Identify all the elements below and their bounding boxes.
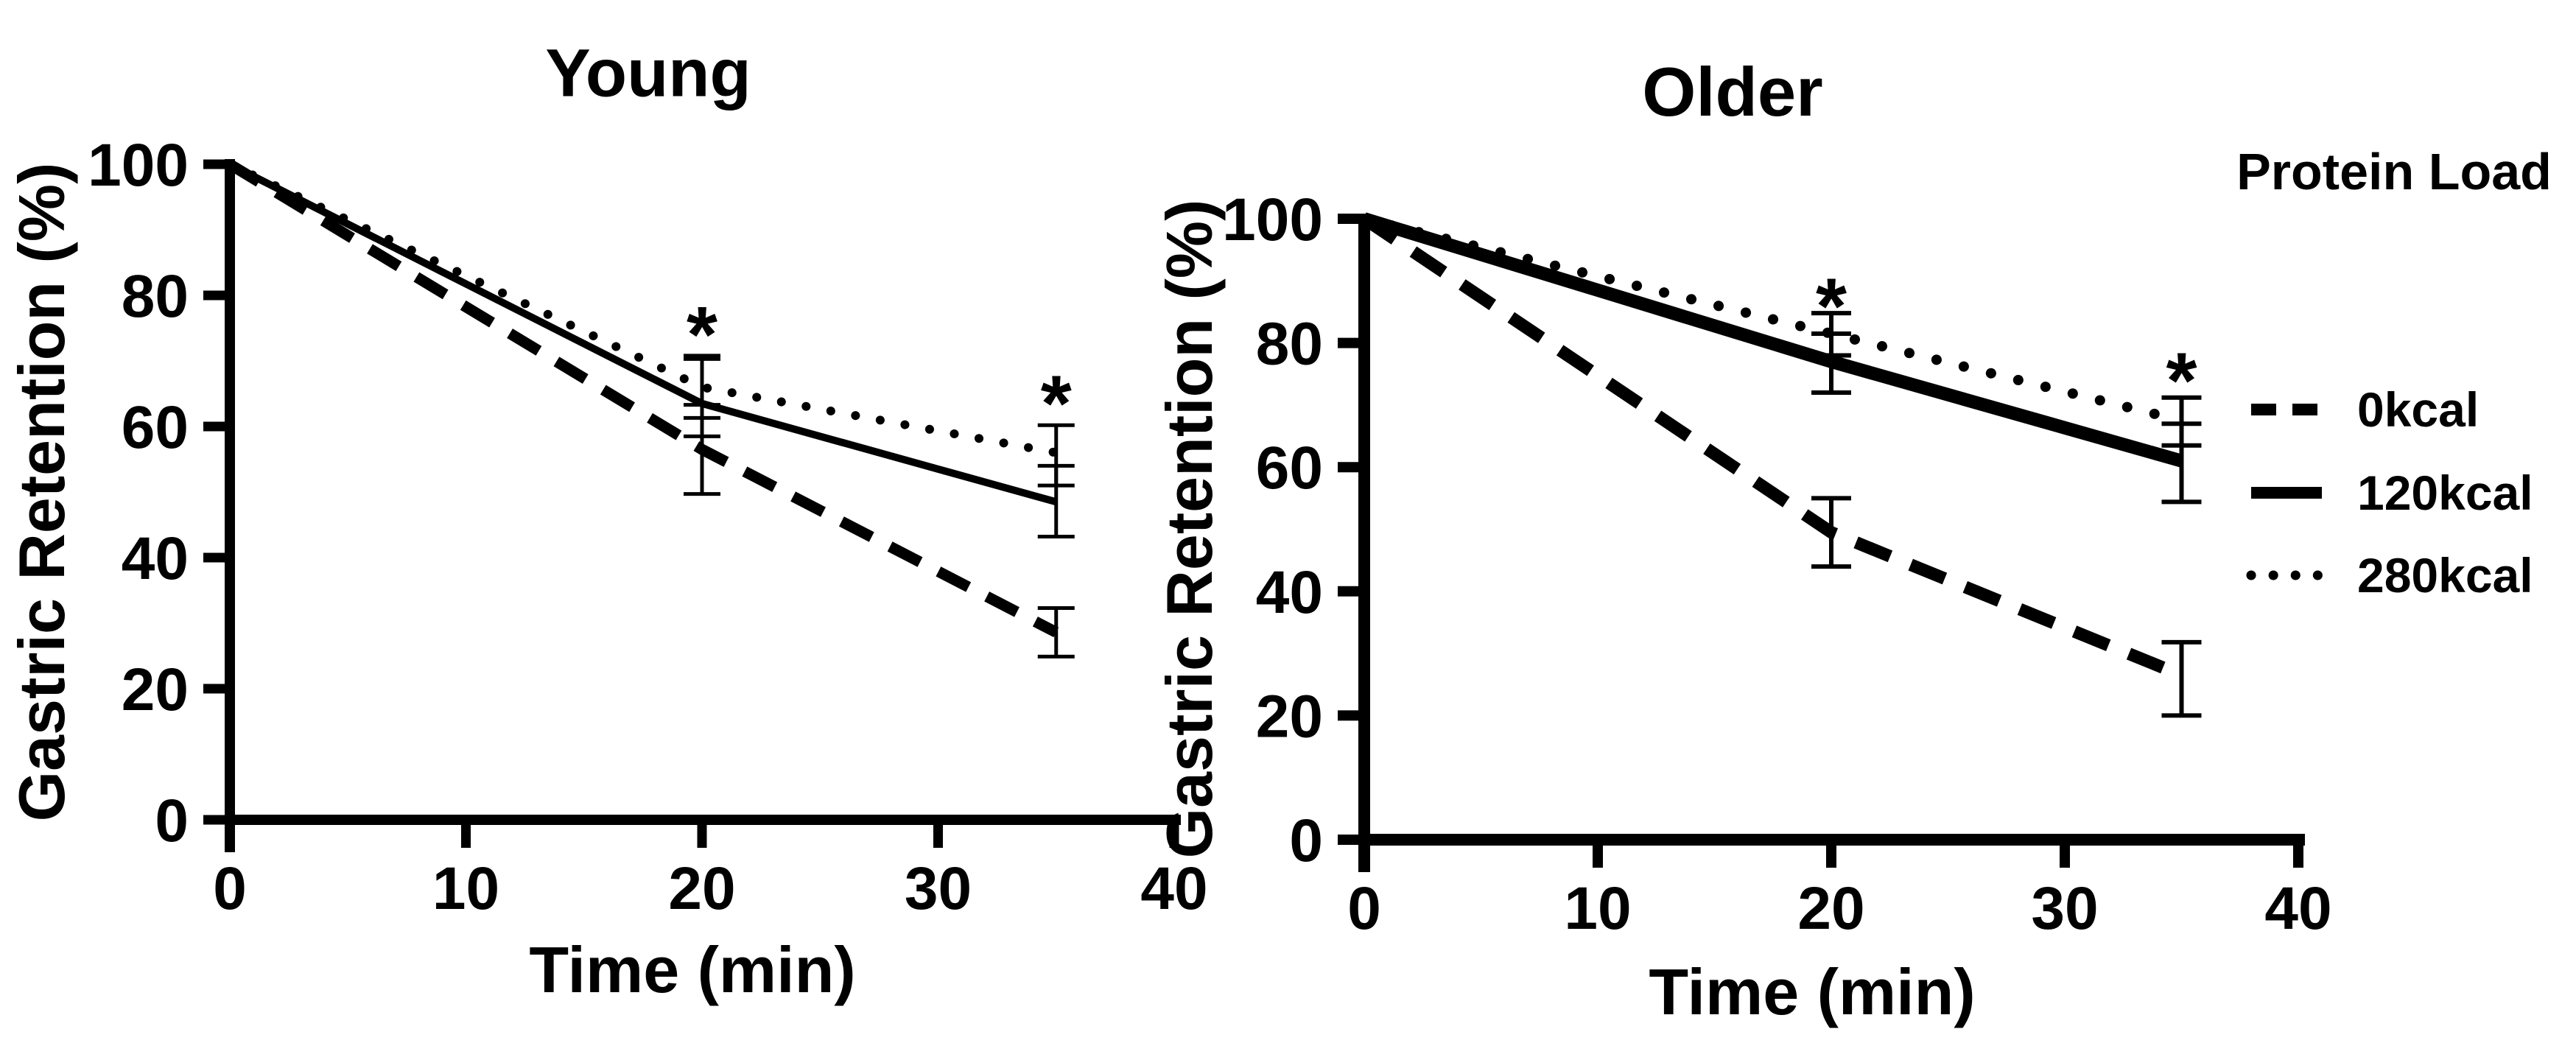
error-bar-280kcal	[684, 354, 720, 420]
legend-item-label: 120kcal	[2357, 466, 2533, 520]
y-tick-label: 60	[1256, 435, 1323, 502]
series-line-0kcal	[1361, 213, 2184, 681]
significance-asterisk: *	[2166, 336, 2197, 425]
y-tick-label: 80	[1256, 311, 1323, 378]
series-line-280kcal	[225, 160, 1061, 457]
legend-swatch-dashed-line	[2251, 404, 2322, 415]
y-tick-label: 60	[122, 394, 189, 461]
x-tick-label: 30	[905, 855, 972, 922]
x-tick-label: 10	[432, 855, 499, 922]
panel-title-young: Young	[545, 35, 751, 111]
legend-swatch-dotted-line	[2246, 570, 2327, 580]
x-axis-label-young: Time (min)	[529, 933, 856, 1006]
series-line-280kcal	[1359, 214, 2187, 426]
significance-asterisk: *	[687, 289, 717, 379]
y-tick-label: 100	[88, 132, 189, 199]
series-line-0kcal	[227, 159, 1059, 638]
legend-item-280kcal: 280kcal	[2245, 547, 2533, 603]
y-axis-label-older: Gastric Retention (%)	[1153, 199, 1226, 859]
y-tick-label: 0	[155, 787, 189, 854]
y-tick-label: 20	[1256, 683, 1323, 750]
y-tick-label: 80	[122, 263, 189, 330]
y-tick-label: 0	[1289, 807, 1323, 874]
y-tick-label: 100	[1222, 186, 1323, 253]
panel-young: 0 20 40 60 80 100 0 10 20 30 40 * *	[88, 132, 1207, 922]
series-line-120kcal	[228, 161, 1058, 506]
panel-title-older: Older	[1642, 53, 1823, 130]
panel-older: 0 20 40 60 80 100 0 10 20 30 40 * *	[1222, 186, 2331, 942]
significance-asterisk: *	[1041, 359, 1072, 448]
error-bar-0kcal	[2161, 639, 2202, 718]
series-line-120kcal	[1362, 212, 2183, 468]
x-tick-label: 20	[668, 855, 735, 922]
y-tick-label: 40	[1256, 559, 1323, 626]
x-tick-label: 0	[1347, 875, 1381, 942]
y-tick-label: 40	[122, 525, 189, 592]
error-bar-280kcal	[2161, 395, 2202, 448]
y-tick-label: 20	[122, 656, 189, 723]
legend-item-0kcal: 0kcal	[2245, 382, 2479, 438]
significance-asterisk: *	[1816, 261, 1847, 350]
x-tick-label: 40	[1140, 855, 1207, 922]
x-tick-label: 20	[1797, 875, 1864, 942]
legend-title: Protein Load	[2236, 143, 2552, 200]
legend-item-120kcal: 120kcal	[2245, 465, 2533, 521]
x-axis-label-older: Time (min)	[1649, 955, 1976, 1028]
legend-swatch-solid-line	[2251, 487, 2322, 499]
legend-item-label: 280kcal	[2357, 548, 2533, 603]
x-tick-label: 30	[2031, 875, 2098, 942]
y-axis-label-young: Gastric Retention (%)	[5, 162, 78, 822]
legend: Protein Load 0kcal 120kcal 280kcal	[2203, 140, 2571, 603]
x-tick-label: 10	[1564, 875, 1631, 942]
legend-item-label: 0kcal	[2357, 382, 2480, 437]
x-tick-label: 0	[213, 855, 247, 922]
x-tick-label: 40	[2264, 875, 2331, 942]
